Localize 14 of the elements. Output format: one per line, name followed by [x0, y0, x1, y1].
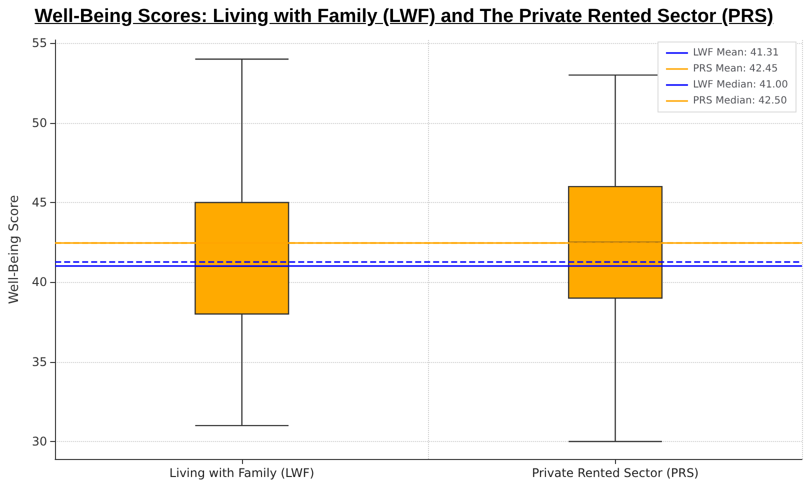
x-tick-label: Private Rented Sector (PRS): [532, 466, 699, 480]
y-tick-label: 40: [32, 275, 48, 290]
y-axis-title: Well-Being Score: [7, 194, 22, 304]
y-tick-label: 50: [32, 116, 48, 130]
x-tick-label: Living with Family (LWF): [169, 466, 314, 480]
legend-label: PRS Median: 42.50: [692, 96, 788, 106]
y-tick-label: 45: [32, 196, 48, 210]
legend-label: PRS Mean: 42.45: [692, 64, 778, 74]
y-tick-label: 55: [32, 36, 48, 50]
legend-label: LWF Mean: 41.31: [692, 48, 779, 58]
chart-title: Well-Being Scores: Living with Family (LWF) and The Private Rented Sector (PRS): [34, 5, 774, 29]
y-tick-label: 35: [32, 354, 48, 369]
y-tick-label: 30: [32, 434, 48, 448]
legend-label: LWF Median: 41.00: [692, 80, 788, 90]
